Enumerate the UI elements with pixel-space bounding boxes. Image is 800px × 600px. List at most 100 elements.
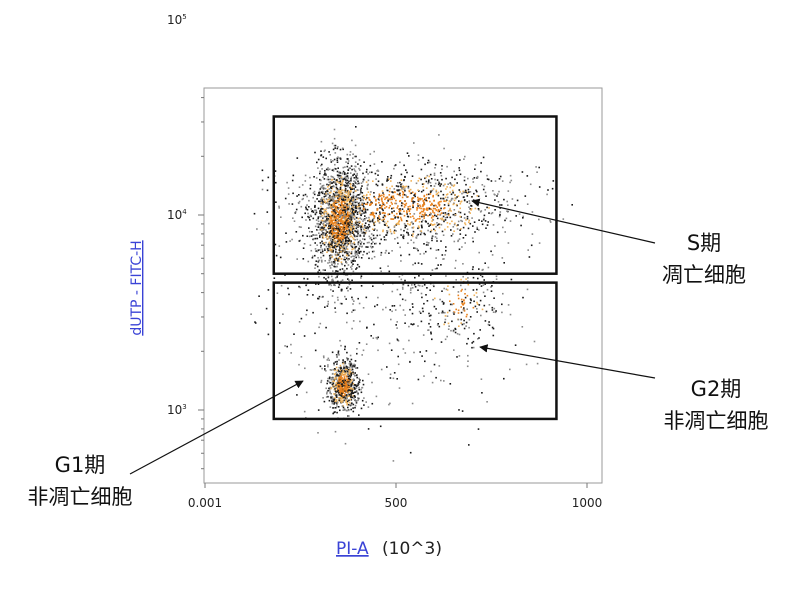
data-point xyxy=(344,381,346,384)
data-point xyxy=(313,176,315,178)
data-point xyxy=(346,248,349,251)
data-point xyxy=(350,241,352,244)
data-point xyxy=(471,237,474,239)
data-point xyxy=(401,208,404,210)
data-point xyxy=(344,199,347,201)
data-point xyxy=(306,208,309,211)
data-point xyxy=(310,249,313,252)
data-point xyxy=(326,212,329,215)
data-point xyxy=(347,243,350,245)
data-point xyxy=(314,332,316,335)
data-point xyxy=(340,394,342,397)
data-point xyxy=(509,181,511,184)
data-point xyxy=(417,227,419,230)
data-point xyxy=(468,202,471,205)
data-point xyxy=(327,186,329,188)
data-point xyxy=(336,362,338,365)
data-point xyxy=(346,242,349,244)
data-point xyxy=(439,214,441,216)
data-point xyxy=(320,191,323,193)
data-point xyxy=(350,387,353,390)
data-point xyxy=(461,302,463,305)
data-point xyxy=(320,381,322,384)
x-tick-label: 1000 xyxy=(572,496,603,510)
data-point xyxy=(460,306,462,308)
data-point xyxy=(349,381,352,384)
data-point xyxy=(296,258,298,260)
data-point xyxy=(447,210,450,212)
data-point xyxy=(405,202,408,205)
data-point xyxy=(343,177,346,180)
data-point xyxy=(397,216,399,219)
data-point xyxy=(340,388,343,390)
data-point xyxy=(328,184,330,186)
data-point xyxy=(339,188,342,190)
data-point xyxy=(445,200,447,203)
data-point xyxy=(444,321,446,324)
data-point xyxy=(346,158,349,160)
data-point xyxy=(320,210,322,212)
data-point xyxy=(340,212,343,214)
data-point xyxy=(357,254,359,257)
data-point xyxy=(317,217,319,220)
data-point xyxy=(360,228,363,231)
data-point xyxy=(354,372,356,374)
data-point xyxy=(463,319,465,322)
data-point xyxy=(353,188,355,190)
data-point xyxy=(412,204,414,206)
data-point xyxy=(343,222,345,225)
data-point xyxy=(340,390,342,392)
data-point xyxy=(329,254,332,256)
data-point xyxy=(401,196,404,199)
data-point xyxy=(349,376,352,378)
data-point xyxy=(461,288,463,291)
data-point xyxy=(340,193,343,195)
data-point xyxy=(326,392,328,395)
data-point xyxy=(336,174,339,176)
data-point xyxy=(362,254,364,256)
data-point xyxy=(453,311,456,314)
data-point xyxy=(346,236,348,238)
y-axis-label[interactable]: dUTP - FITC-H xyxy=(129,240,145,335)
data-point xyxy=(369,245,372,248)
data-point xyxy=(375,198,377,201)
data-point xyxy=(502,226,504,229)
data-point xyxy=(332,193,335,195)
data-point xyxy=(387,226,390,229)
data-point xyxy=(317,249,320,251)
data-point xyxy=(442,311,444,314)
data-point xyxy=(338,366,340,369)
x-axis-label-link[interactable]: PI-A xyxy=(336,539,369,559)
data-point xyxy=(329,386,331,389)
data-point xyxy=(388,207,390,209)
data-point xyxy=(499,211,502,213)
data-point xyxy=(327,213,330,216)
data-point xyxy=(318,326,320,329)
data-point xyxy=(338,253,340,255)
data-point xyxy=(319,172,321,175)
data-point xyxy=(379,204,381,206)
data-point xyxy=(411,235,414,238)
data-point xyxy=(346,370,349,373)
data-point xyxy=(345,383,348,385)
data-point xyxy=(383,193,385,196)
data-point xyxy=(339,246,342,248)
y-tick-label: 104 xyxy=(167,208,187,222)
data-point xyxy=(473,177,476,179)
data-point xyxy=(329,184,331,187)
data-point xyxy=(377,180,380,183)
data-point xyxy=(340,241,343,243)
data-point xyxy=(492,224,495,226)
data-point xyxy=(422,205,424,208)
data-point xyxy=(357,243,359,246)
data-point xyxy=(334,262,336,265)
data-point xyxy=(349,235,352,238)
data-point xyxy=(401,202,403,204)
data-point xyxy=(340,373,342,375)
data-point xyxy=(400,204,403,207)
data-point xyxy=(439,185,441,187)
data-point xyxy=(328,203,330,205)
data-point xyxy=(424,163,426,166)
data-point xyxy=(341,394,343,396)
data-point xyxy=(350,218,353,220)
